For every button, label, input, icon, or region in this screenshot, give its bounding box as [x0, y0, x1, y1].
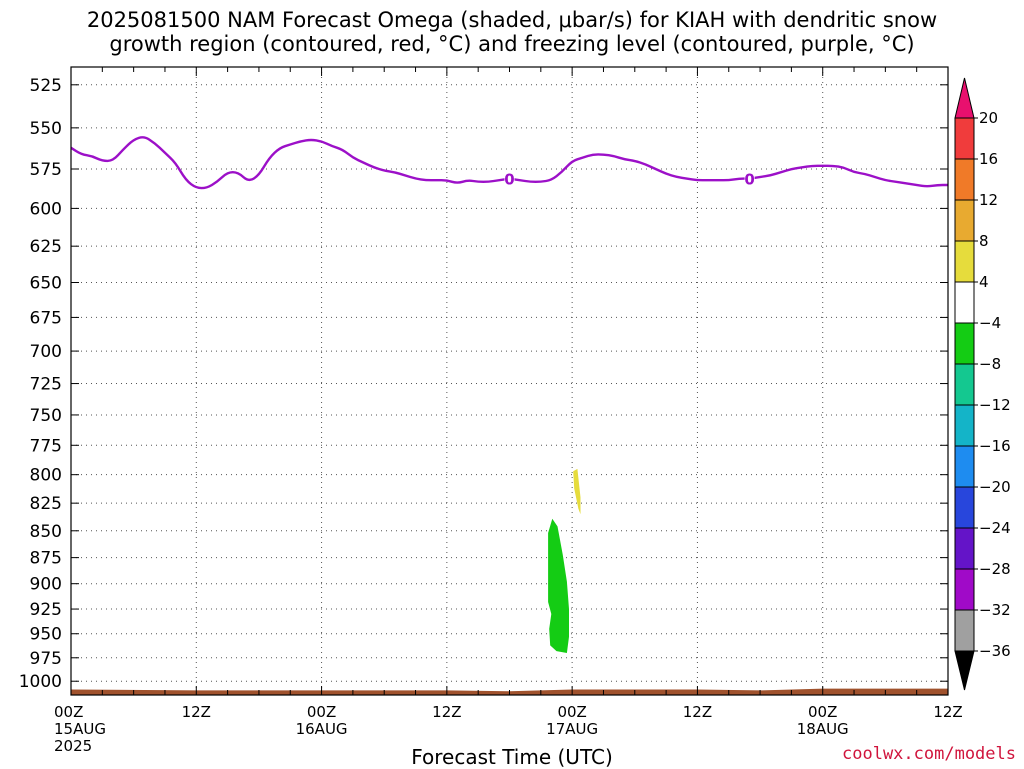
colorbar-swatch	[954, 363, 975, 406]
colorbar-label: −20	[979, 478, 1011, 496]
x-tick-label: 15AUG	[54, 720, 106, 738]
colorbar-label: −12	[979, 396, 1011, 414]
colorbar-label: −8	[979, 355, 1001, 373]
freezing-level-label: 0	[744, 171, 754, 189]
colorbar-swatch	[954, 158, 975, 201]
y-tick-label: 725	[30, 375, 62, 395]
x-tick-label: 12Z	[182, 703, 211, 721]
colorbar-swatch	[954, 117, 975, 160]
y-tick-label: 775	[30, 436, 62, 456]
colorbar-label: −24	[979, 519, 1011, 537]
colorbar-label: 8	[979, 232, 989, 250]
plot-frame	[70, 66, 949, 696]
freezing-level-label: 0	[504, 171, 514, 189]
colorbar-swatch	[954, 404, 975, 447]
y-tick-label: 975	[30, 649, 62, 669]
x-tick-label: 00Z	[808, 703, 837, 721]
colorbar-label: −16	[979, 437, 1011, 455]
omega-region	[573, 468, 581, 515]
y-tick-label: 875	[30, 549, 62, 569]
y-tick-label: 525	[30, 76, 62, 96]
colorbar-swatch	[954, 240, 975, 283]
colorbar-label: −28	[979, 560, 1011, 578]
y-tick-label: 650	[30, 273, 62, 293]
x-tick-label: 2025	[54, 737, 92, 755]
colorbar-label: −36	[979, 642, 1011, 660]
colorbar-label: 16	[979, 150, 998, 168]
y-tick-label: 550	[30, 119, 62, 139]
y-tick-label: 925	[30, 600, 62, 620]
colorbar-swatch	[954, 609, 975, 652]
x-tick-label: 00Z	[54, 703, 83, 721]
x-tick-label: 12Z	[683, 703, 712, 721]
y-tick-label: 625	[30, 237, 62, 257]
x-tick-label: 12Z	[432, 703, 461, 721]
colorbar-top-triangle	[954, 77, 975, 119]
colorbar-swatch	[954, 486, 975, 529]
y-tick-label: 600	[30, 199, 62, 219]
colorbar-swatch	[954, 322, 975, 365]
colorbar-swatch	[954, 568, 975, 611]
y-tick-label: 1000	[19, 672, 62, 692]
x-tick-label: 12Z	[933, 703, 962, 721]
y-tick-label: 850	[30, 522, 62, 542]
colorbar-label: −4	[979, 314, 1001, 332]
colorbar-legend: 20 16 12 8 4 −4 −8 −12 −16 −20 −24 −28 −32 −36	[954, 77, 1011, 691]
x-tick-label: 17AUG	[546, 720, 598, 738]
y-tick-label: 675	[30, 308, 62, 328]
colorbar-swatch	[954, 527, 975, 570]
y-tick-label: 750	[30, 406, 62, 426]
colorbar-swatch	[954, 445, 975, 488]
colorbar-swatch	[954, 199, 975, 242]
x-axis-label: Forecast Time (UTC)	[411, 745, 613, 769]
x-tick-label: 18AUG	[797, 720, 849, 738]
colorbar-swatch	[954, 281, 975, 324]
colorbar-label: −32	[979, 601, 1011, 619]
contour-label-bg	[744, 170, 755, 186]
omega-region	[548, 518, 569, 653]
contour-label-bg	[504, 170, 515, 186]
site-credit[interactable]: coolwx.com/models	[842, 744, 1016, 764]
y-tick-label: 950	[30, 625, 62, 645]
colorbar-bottom-triangle	[954, 650, 975, 691]
colorbar-label: 4	[979, 273, 989, 291]
y-tick-label: 700	[30, 342, 62, 362]
chart-title-line-1: 2025081500 NAM Forecast Omega (shaded, μ…	[86, 8, 938, 32]
y-tick-label: 800	[30, 466, 62, 486]
x-tick-label: 00Z	[307, 703, 336, 721]
colorbar-label: 12	[979, 191, 998, 209]
y-tick-label: 575	[30, 160, 62, 180]
x-tick-label: 16AUG	[296, 720, 348, 738]
y-tick-label: 900	[30, 575, 62, 595]
x-tick-label: 00Z	[557, 703, 586, 721]
chart-title-line-2: growth region (contoured, red, °C) and f…	[109, 32, 915, 56]
freezing-level-line	[71, 136, 948, 190]
colorbar-label: 20	[979, 109, 998, 127]
plot-area: 0 052555057560062565067570072575077580082…	[19, 66, 963, 755]
y-tick-label: 825	[30, 494, 62, 514]
